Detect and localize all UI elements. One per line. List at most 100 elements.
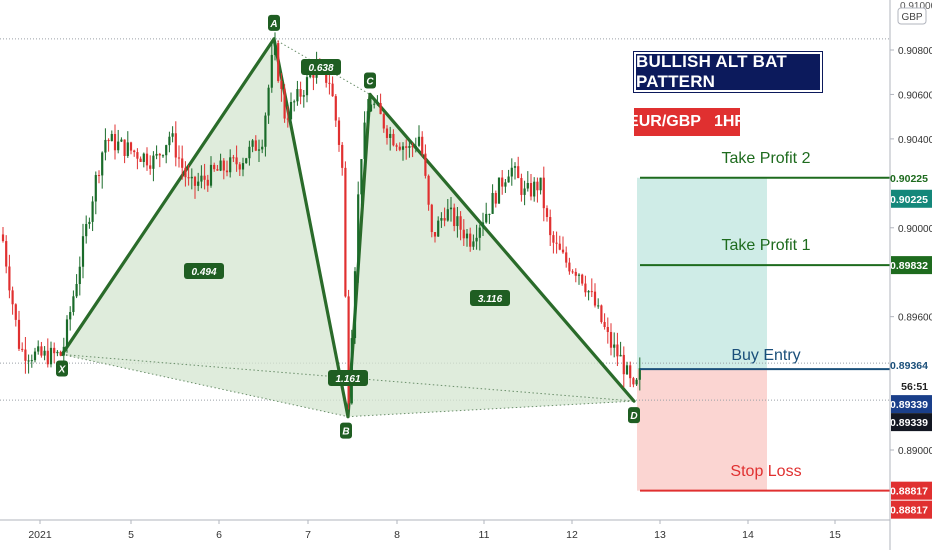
candle-up <box>513 166 517 168</box>
candle-up <box>75 284 78 297</box>
candle-up <box>504 182 507 187</box>
ratio-xb-label: 0.494 <box>191 267 216 278</box>
point-a-badge <box>268 14 280 31</box>
candle-up <box>523 188 526 195</box>
tp2-price-tag-2: 0.90225 <box>890 194 928 206</box>
time-tick-label: 5 <box>128 529 134 541</box>
ratio-xb-badge <box>184 263 224 279</box>
candle-down <box>344 167 347 297</box>
candle-up <box>165 145 168 156</box>
candle-up <box>69 312 72 320</box>
candle-up <box>209 164 213 186</box>
candle-down <box>174 133 177 158</box>
candle-down <box>494 192 497 204</box>
candle-up <box>248 146 251 159</box>
candle-up <box>264 115 267 147</box>
last-price-tag-bg <box>891 413 932 432</box>
candle-down <box>501 177 504 187</box>
candle-down <box>395 145 398 147</box>
candle-up <box>126 142 129 156</box>
candle-up <box>30 360 33 362</box>
candle-up <box>638 368 641 380</box>
candle-down <box>392 133 395 146</box>
candle-up <box>161 155 165 157</box>
point-d-label: D <box>630 411 637 422</box>
ratio-bd-label: 3.116 <box>478 294 503 305</box>
countdown-tag-bg <box>891 377 932 396</box>
ratio-xa-ab-label: 0.638 <box>308 63 333 74</box>
candle-up <box>62 346 65 356</box>
candle-up <box>190 176 193 179</box>
candle-down <box>216 169 219 171</box>
dotted-xb <box>61 353 349 418</box>
candle-up <box>219 160 222 171</box>
candle-up <box>491 192 494 214</box>
candle-down <box>405 146 408 148</box>
candle-up <box>267 87 270 116</box>
candle-down <box>193 176 197 186</box>
candle-up <box>270 54 273 88</box>
candle-down <box>565 252 568 263</box>
candle-down <box>136 152 139 159</box>
take-profit-1-text: Take Profit 1 <box>722 237 811 254</box>
candle-up <box>309 74 312 78</box>
time-tick-label: 11 <box>479 529 490 541</box>
candle-down <box>433 232 437 237</box>
current-price-tag-bg <box>891 395 932 414</box>
candle-up <box>27 360 30 362</box>
candle-down <box>286 118 289 120</box>
candle-down <box>529 183 533 197</box>
currency-badge <box>897 7 927 25</box>
time-tick-label: 6 <box>216 529 222 541</box>
candle-up <box>110 133 113 142</box>
candle-down <box>581 274 584 284</box>
candle-up <box>376 103 379 105</box>
candle-down <box>177 157 181 159</box>
candle-down <box>1 234 5 242</box>
candle-down <box>17 319 21 349</box>
time-tick-label: 12 <box>566 529 578 541</box>
candle-up <box>117 141 120 151</box>
candle-up <box>152 155 155 169</box>
candle-up <box>101 152 104 176</box>
candle-up <box>510 167 513 177</box>
candle-down <box>568 262 571 272</box>
candle-up <box>120 139 123 142</box>
candle-down <box>59 351 62 356</box>
tp2-price-tag-2-bg <box>891 189 932 208</box>
candle-up <box>533 181 536 197</box>
candle-up <box>363 122 366 160</box>
candle-down <box>430 204 433 233</box>
entry-price-tag-bg <box>891 356 932 375</box>
candle-down <box>574 271 577 276</box>
candle-up <box>33 351 37 361</box>
candle-down <box>545 208 549 218</box>
candle-up <box>635 379 638 385</box>
candle-down <box>97 175 101 177</box>
candle-down <box>606 326 609 333</box>
candle-down <box>187 177 190 179</box>
current-price-tag: 0.89339 <box>890 399 928 411</box>
candle-up <box>485 213 488 223</box>
candle-up <box>155 153 158 156</box>
profit-zone <box>637 177 767 370</box>
candle-up <box>241 163 245 170</box>
point-c-badge <box>364 72 376 89</box>
loss-zone <box>637 369 767 491</box>
candle-up <box>302 95 305 97</box>
candle-up <box>625 365 629 375</box>
leg-xa <box>60 37 276 357</box>
tp1-price-tag: 0.89832 <box>890 260 928 272</box>
candle-up <box>197 181 200 186</box>
time-tick-label: 13 <box>654 529 666 541</box>
candle-down <box>133 150 136 153</box>
candle-down <box>609 332 613 348</box>
candle-down <box>347 296 350 404</box>
candle-up <box>168 136 171 146</box>
candle-down <box>40 346 43 356</box>
candle-up <box>437 220 440 237</box>
price-tick-label: 0.90800 <box>898 46 932 57</box>
candle-up <box>526 183 529 189</box>
candle-down <box>334 96 337 121</box>
